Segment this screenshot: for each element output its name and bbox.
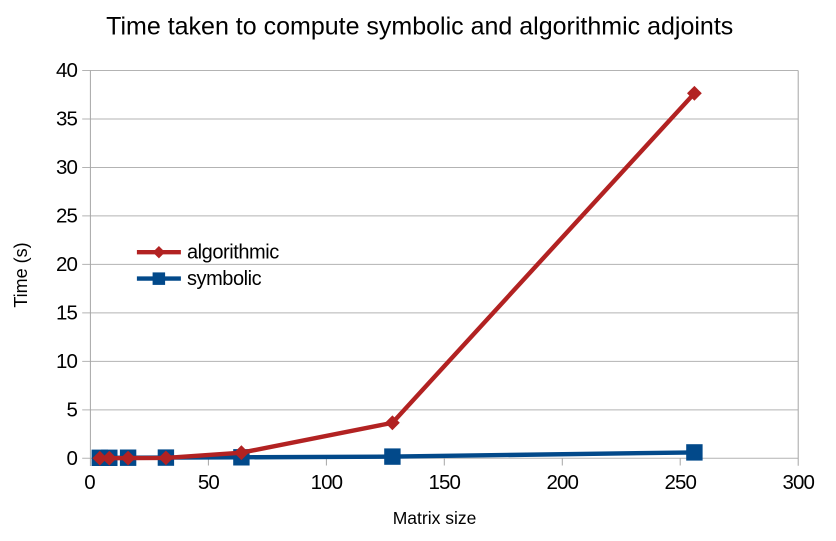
- svg-text:25: 25: [56, 204, 78, 227]
- svg-text:symbolic: symbolic: [187, 268, 262, 290]
- svg-text:0: 0: [66, 447, 77, 470]
- svg-text:Time taken to compute symbolic: Time taken to compute symbolic and algor…: [106, 13, 733, 41]
- svg-text:5: 5: [66, 398, 77, 421]
- svg-text:10: 10: [56, 350, 78, 373]
- svg-text:0: 0: [84, 471, 95, 494]
- svg-text:35: 35: [56, 108, 78, 131]
- svg-text:30: 30: [56, 156, 78, 179]
- svg-text:15: 15: [56, 301, 78, 324]
- svg-text:20: 20: [56, 253, 78, 276]
- svg-text:100: 100: [311, 471, 343, 494]
- svg-text:300: 300: [782, 471, 814, 494]
- svg-text:Time (s): Time (s): [11, 242, 31, 307]
- svg-text:50: 50: [198, 471, 220, 494]
- svg-text:150: 150: [429, 471, 461, 494]
- svg-text:200: 200: [547, 471, 579, 494]
- svg-text:250: 250: [664, 471, 696, 494]
- svg-text:Matrix size: Matrix size: [393, 508, 477, 528]
- svg-text:algorithmic: algorithmic: [187, 242, 279, 264]
- svg-text:40: 40: [56, 59, 78, 82]
